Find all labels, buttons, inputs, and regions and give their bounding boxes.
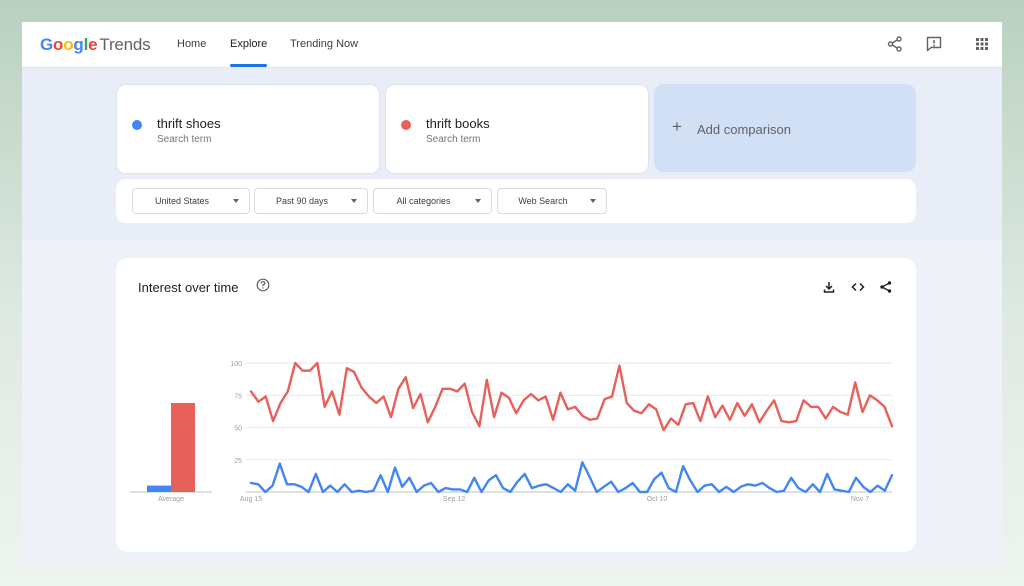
series-line-thrift-shoes — [249, 461, 894, 494]
nav-explore[interactable]: Explore — [230, 38, 268, 50]
y-tick-label: 50 — [234, 426, 242, 433]
google-trends-logo[interactable]: Google Trends — [40, 35, 151, 55]
x-tick-label: Sep 12 — [443, 496, 465, 503]
average-bar-thrift-shoes — [147, 485, 171, 492]
interest-over-time-card: Interest over time 100 75 50 25 Average Aug 1… — [116, 258, 916, 552]
term-2-subtitle: Search term — [426, 134, 481, 145]
y-tick-label: 25 — [234, 458, 242, 465]
x-tick-label: Aug 15 — [240, 496, 262, 503]
apps-grid-icon[interactable] — [973, 35, 991, 53]
top-bar: Google Trends Home Explore Trending Now — [22, 22, 1002, 68]
plus-icon: + — [672, 117, 682, 136]
chart-title: Interest over time — [138, 280, 239, 295]
add-comparison-label: Add comparison — [697, 122, 791, 137]
caret-down-icon — [475, 199, 481, 203]
nav-home[interactable]: Home — [177, 38, 207, 50]
share-icon[interactable] — [879, 280, 893, 294]
filter-category-label: All categories — [396, 196, 451, 206]
interest-chart[interactable]: 100 75 50 25 Average Aug 15 Sep 12 Oct 10 Nov 7 — [116, 258, 916, 552]
active-tab-indicator — [230, 64, 267, 67]
term-card-1[interactable]: thrift shoes Search term — [116, 84, 380, 174]
filter-location-label: United States — [154, 196, 210, 206]
average-bar-thrift-books — [171, 402, 195, 492]
term-1-name: thrift shoes — [157, 116, 221, 131]
caret-down-icon — [351, 199, 357, 203]
caret-down-icon — [233, 199, 239, 203]
term-card-2[interactable]: thrift books Search term — [385, 84, 649, 174]
average-label: Average — [158, 496, 184, 503]
term-1-subtitle: Search term — [157, 134, 212, 145]
nav-trending-now[interactable]: Trending Now — [290, 38, 359, 50]
series-line-thrift-books — [249, 361, 894, 432]
y-tick-label: 75 — [234, 393, 242, 400]
caret-down-icon — [590, 199, 596, 203]
feedback-icon[interactable] — [925, 35, 943, 53]
filter-time-range[interactable]: Past 90 days — [254, 188, 368, 214]
term-2-name: thrift books — [426, 116, 490, 131]
add-comparison-button[interactable]: + Add comparison — [654, 84, 916, 172]
term-1-color-dot — [132, 120, 142, 130]
term-2-color-dot — [401, 120, 411, 130]
share-icon[interactable] — [886, 35, 904, 53]
logo-trends: Trends — [99, 35, 151, 54]
filter-search-type[interactable]: Web Search — [497, 188, 607, 214]
filter-location[interactable]: United States — [132, 188, 250, 214]
download-icon[interactable] — [822, 280, 836, 294]
embed-icon[interactable] — [851, 280, 865, 294]
x-tick-label: Nov 7 — [851, 496, 869, 503]
filter-time-range-label: Past 90 days — [275, 196, 329, 206]
filter-category[interactable]: All categories — [373, 188, 492, 214]
y-tick-label: 100 — [230, 361, 242, 368]
filter-search-type-label: Web Search — [518, 196, 568, 206]
x-tick-label: Oct 10 — [647, 496, 668, 503]
help-icon[interactable] — [256, 278, 270, 292]
filter-bar: United States Past 90 days All categorie… — [116, 179, 916, 223]
app-window: Google Trends Home Explore Trending Now — [22, 22, 1002, 564]
logo-google: Google — [40, 35, 98, 54]
